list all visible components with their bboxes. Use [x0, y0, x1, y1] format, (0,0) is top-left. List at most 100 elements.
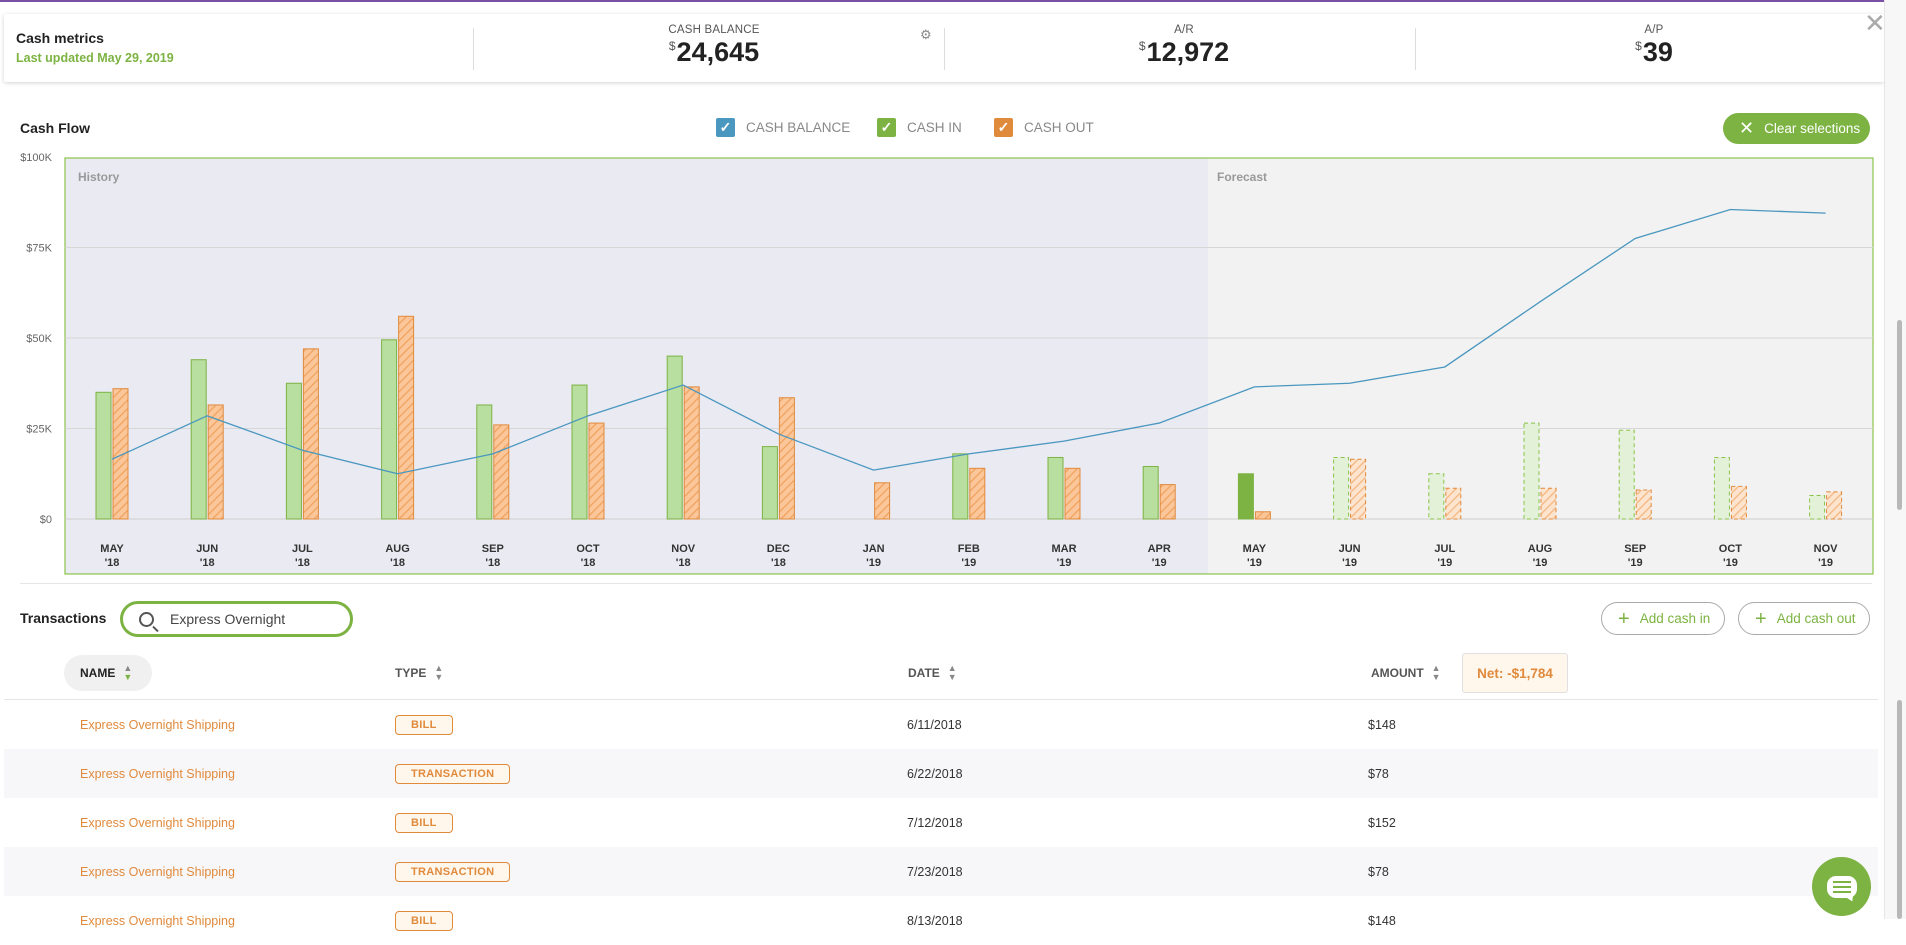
- column-header-type[interactable]: TYPE ▲ ▼: [395, 655, 443, 691]
- column-header-name[interactable]: NAME ▲ ▼: [64, 655, 152, 691]
- x-tick-month: DEC: [767, 543, 790, 555]
- cash-flow-chart: $100K $75K $50K $25K $0 History Forecast MAY '18…: [20, 152, 1874, 575]
- type-badge: TRANSACTION: [395, 763, 511, 784]
- type-badge: BILL: [395, 812, 453, 833]
- cash-in-bar: [1237, 473, 1254, 520]
- row-name[interactable]: Express Overnight Shipping: [80, 913, 235, 928]
- divider: [1415, 28, 1416, 70]
- x-tick-month: JUL: [292, 543, 313, 555]
- cash-out-bar: [112, 388, 129, 520]
- checkbox-icon[interactable]: ✓: [716, 118, 735, 137]
- x-tick-year: '19: [866, 557, 881, 569]
- checkbox-icon[interactable]: ✓: [994, 118, 1013, 137]
- x-tick-month: JUN: [1339, 543, 1361, 555]
- x-tick-month: JUN: [196, 543, 218, 555]
- gear-icon[interactable]: ⚙: [920, 27, 932, 42]
- ar-metric: A/R $12,972: [1034, 24, 1334, 68]
- cash-out-bar: [1826, 491, 1843, 520]
- row-name[interactable]: Express Overnight Shipping: [80, 815, 235, 830]
- cash-in-bar: [952, 453, 969, 520]
- y-tick-label: $50K: [26, 333, 52, 345]
- header-label: TYPE: [395, 666, 427, 680]
- x-tick-year: '18: [295, 557, 310, 569]
- cash-in-bar: [1713, 456, 1730, 520]
- legend-label: CASH BALANCE: [746, 120, 851, 135]
- x-tick-month: MAR: [1051, 543, 1076, 555]
- x-tick-year: '19: [1437, 557, 1452, 569]
- x-tick-year: '19: [961, 557, 976, 569]
- cash-out-bar: [1350, 458, 1367, 520]
- cash-in-bar: [1047, 456, 1064, 520]
- table-row[interactable]: Express Overnight Shipping TRANSACTION 6…: [4, 749, 1878, 798]
- sort-icon[interactable]: ▲ ▼: [1431, 663, 1441, 682]
- table-row[interactable]: Express Overnight Shipping BILL 7/12/201…: [4, 798, 1878, 847]
- cash-in-bar: [1333, 456, 1350, 520]
- sort-icon[interactable]: ▲ ▼: [947, 663, 957, 682]
- cash-out-bar: [302, 348, 319, 520]
- sort-icon[interactable]: ▲ ▼: [434, 663, 444, 682]
- scrollbar-thumb[interactable]: [1897, 700, 1902, 919]
- legend-cash-balance[interactable]: ✓ CASH BALANCE: [716, 118, 850, 137]
- row-date: 7/12/2018: [907, 815, 963, 830]
- row-name[interactable]: Express Overnight Shipping: [80, 766, 235, 781]
- legend-label: CASH IN: [907, 120, 962, 135]
- x-tick-year: '18: [676, 557, 691, 569]
- sort-icon[interactable]: ▲ ▼: [123, 663, 133, 682]
- x-tick-year: '18: [105, 557, 120, 569]
- table-row[interactable]: Express Overnight Shipping TRANSACTION 7…: [4, 847, 1878, 896]
- x-tick-month: NOV: [671, 543, 696, 555]
- cash-in-bar: [1618, 429, 1635, 520]
- cash-out-bar: [778, 397, 795, 520]
- ap-metric: A/P $39: [1504, 24, 1804, 68]
- x-tick-year: '18: [390, 557, 405, 569]
- ar-label: A/R: [1174, 24, 1194, 36]
- chat-icon: [1826, 875, 1857, 898]
- row-name[interactable]: Express Overnight Shipping: [80, 717, 235, 732]
- cash-out-bar: [493, 424, 510, 520]
- x-tick-year: '18: [581, 557, 596, 569]
- checkbox-icon[interactable]: ✓: [877, 118, 896, 137]
- table-row[interactable]: Express Overnight Shipping BILL 8/13/201…: [4, 896, 1878, 945]
- cash-balance-metric: CASH BALANCE $24,645: [564, 24, 864, 68]
- header-label: AMOUNT: [1371, 666, 1424, 680]
- cash-out-bar: [969, 467, 986, 520]
- transactions-title: Transactions: [20, 610, 107, 626]
- type-badge: BILL: [395, 714, 453, 735]
- cash-in-bar: [571, 384, 588, 520]
- legend-cash-in[interactable]: ✓ CASH IN: [877, 118, 962, 137]
- x-tick-month: SEP: [1624, 543, 1646, 555]
- close-icon: ✕: [1739, 118, 1755, 138]
- table-row[interactable]: Express Overnight Shipping BILL 6/11/201…: [4, 700, 1878, 749]
- cash-in-bar: [1523, 422, 1540, 520]
- currency-symbol: $: [1635, 39, 1642, 53]
- search-input[interactable]: [170, 611, 320, 627]
- cash-in-bar: [1142, 466, 1159, 520]
- search-icon: [139, 611, 154, 627]
- divider: [473, 28, 474, 70]
- x-tick-year: '18: [485, 557, 500, 569]
- close-icon[interactable]: ✕: [1864, 8, 1886, 38]
- chat-button[interactable]: [1812, 857, 1871, 916]
- column-header-amount[interactable]: AMOUNT ▲ ▼: [1371, 655, 1441, 691]
- x-tick-year: '18: [200, 557, 215, 569]
- x-tick-month: MAY: [1243, 543, 1267, 555]
- cash-out-bar: [1635, 489, 1652, 520]
- top-accent-bar: [0, 0, 1906, 2]
- search-box[interactable]: [120, 601, 353, 637]
- y-tick-label: $75K: [26, 243, 52, 255]
- vertical-scrollbar[interactable]: [1884, 0, 1906, 919]
- scrollbar-thumb[interactable]: [1897, 320, 1902, 510]
- column-header-date[interactable]: DATE ▲ ▼: [908, 655, 957, 691]
- add-cash-in-button[interactable]: + Add cash in: [1601, 602, 1725, 635]
- legend-cash-out[interactable]: ✓ CASH OUT: [994, 118, 1094, 137]
- cash-out-bar: [1159, 484, 1176, 520]
- row-amount: $78: [1368, 864, 1389, 879]
- clear-selections-button[interactable]: ✕ Clear selections: [1723, 113, 1870, 144]
- ap-label: A/P: [1644, 24, 1664, 36]
- cash-in-bar: [1428, 473, 1445, 520]
- row-name[interactable]: Express Overnight Shipping: [80, 864, 235, 879]
- x-tick-month: JUL: [1434, 543, 1455, 555]
- add-cash-out-button[interactable]: + Add cash out: [1738, 602, 1870, 635]
- row-amount: $148: [1368, 913, 1396, 928]
- history-label: History: [78, 170, 120, 184]
